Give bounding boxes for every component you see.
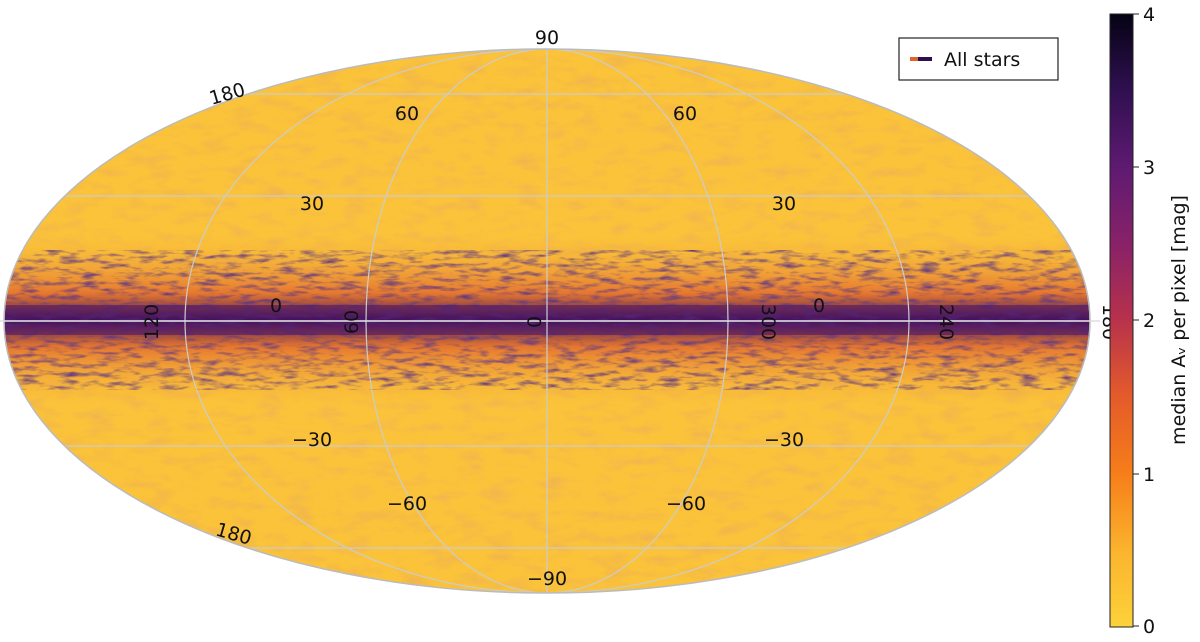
parallel-label-60-left: 60 (395, 103, 419, 125)
parallel-label-minus60-right: −60 (666, 493, 706, 515)
longitude-label-120: 120 (141, 304, 163, 340)
parallel-label-60-right: 60 (673, 103, 697, 125)
colorbar-tick-0: 0 (1143, 616, 1155, 638)
longitude-label-240: 240 (935, 304, 957, 340)
longitude-label-300: 300 (757, 304, 779, 340)
colorbar-tick-3: 3 (1143, 157, 1155, 179)
parallel-label-0-right: 0 (813, 295, 825, 317)
pole-north-label: 90 (535, 27, 559, 49)
colorbar-label: median Aᵥ per pixel [mag] (1168, 195, 1190, 445)
colorbar-gradient (1109, 13, 1134, 628)
parallel-label-0-left: 0 (270, 295, 282, 317)
longitude-label-0: 0 (524, 316, 546, 328)
parallel-label-30-right: 30 (772, 193, 796, 215)
legend-swatch (910, 57, 918, 61)
parallel-label-minus30-right: −30 (764, 429, 804, 451)
parallel-label-minus60-left: −60 (387, 493, 427, 515)
parallel-label-30-left: 30 (300, 193, 324, 215)
longitude-label-60: 60 (341, 310, 363, 334)
colorbar: 0 1 2 3 4 median Aᵥ per pixel [mag] (1109, 4, 1190, 638)
galactic-midplane (4, 305, 1090, 335)
colorbar-tick-1: 1 (1143, 464, 1155, 486)
pole-south-label: −90 (527, 568, 567, 590)
colorbar-tick-2: 2 (1143, 310, 1155, 332)
colorbar-tick-4: 4 (1143, 4, 1155, 26)
legend: All stars (898, 37, 1059, 81)
legend-label: All stars (944, 49, 1020, 71)
colorbar-ticks (1133, 13, 1139, 627)
parallel-label-minus30-left: −30 (292, 429, 332, 451)
legend-swatch-dark (918, 57, 932, 61)
